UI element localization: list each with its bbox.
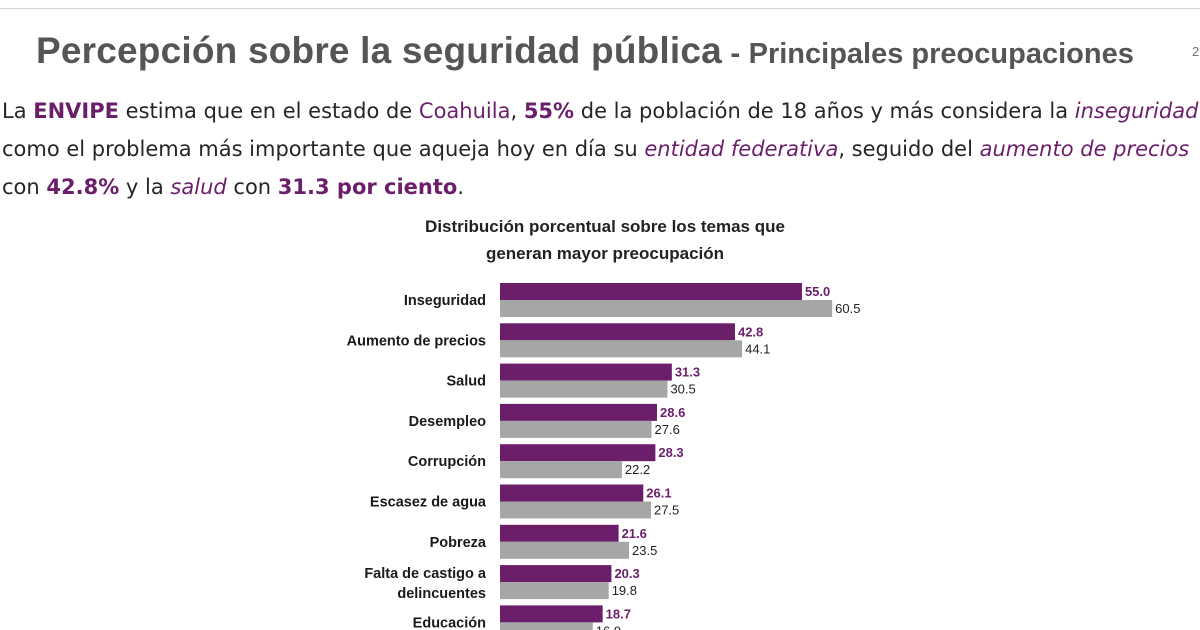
bar-current [500,524,619,542]
page-title: Percepción sobre la seguridad pública - … [36,30,1134,72]
bar-previous [500,582,609,600]
category-label-line: delincuentes [397,586,486,602]
data-label-current: 31.3 [675,365,700,380]
data-label-previous: 30.5 [670,382,695,397]
paragraph-text: como el problema más importante que aque… [2,137,645,161]
paragraph-text: estima que en el estado de [118,99,419,123]
highlight-text: 55% [523,99,575,123]
highlight-text: 31.3 por ciento [277,175,458,199]
top-divider [0,8,1200,9]
bar-current [500,403,658,421]
bar-previous [500,461,622,479]
data-label-previous: 27.6 [655,422,680,437]
data-label-previous: 19.8 [612,583,637,598]
paragraph-line-2: como el problema más importante que aque… [2,130,1200,168]
data-label-previous: 23.5 [632,543,657,558]
page-number: 2 [1192,44,1200,59]
bar-current [500,565,612,583]
bar-current [500,323,735,341]
category-label: Pobreza [430,535,487,551]
data-label-previous: 16.9 [596,623,621,630]
data-label-current: 28.6 [660,405,685,420]
category-label: Educación [413,615,486,630]
highlight-text: Coahuila [418,99,511,123]
bar-current [500,605,603,623]
highlight-text: 42.8% [46,175,120,199]
category-label: Inseguridad [404,293,486,309]
data-label-current: 18.7 [606,606,631,621]
paragraph-text: , seguido del [838,137,980,161]
paragraph-line-3: con 42.8% y la salud con 31.3 por ciento… [2,168,1200,206]
data-label-previous: 44.1 [745,341,770,356]
bar-current [500,283,802,300]
title-main: Percepción sobre la seguridad pública [36,30,722,71]
data-label-current: 55.0 [805,284,830,299]
chart-title: Distribución porcentual sobre los temas … [380,213,830,267]
bar-current [500,444,656,462]
bar-current [500,363,672,381]
data-label-previous: 27.5 [654,503,679,518]
data-label-current: 21.6 [622,526,647,541]
category-label: Aumento de precios [347,333,486,349]
data-label-current: 20.3 [614,566,639,581]
paragraph-text: con [226,175,278,199]
bar-previous [500,340,743,358]
bar-current [500,484,644,502]
paragraph-text: y la [119,175,171,199]
paragraph-text: , [510,99,524,123]
bar-previous [500,501,651,519]
category-label-line: Falta de castigo a [364,566,487,582]
highlight-text: salud [170,175,227,199]
data-label-previous: 60.5 [835,301,860,316]
bar-previous [500,622,593,630]
paragraph-line-1: La ENVIPE estima que en el estado de Coa… [2,92,1200,130]
category-label: Salud [447,374,486,390]
highlight-text: inseguridad [1074,99,1199,123]
title-separator: - [721,37,749,70]
category-label: Falta de castigo a delincuentes [364,566,487,602]
highlight-text: ENVIPE [33,99,119,123]
paragraph-text: con [2,175,47,199]
chart-title-line-1: Distribución porcentual sobre los temas … [425,217,785,236]
category-label: Corrupción [408,454,486,470]
summary-paragraph: La ENVIPE estima que en el estado de Coa… [2,92,1200,206]
bar-previous [500,380,668,398]
bar-previous [500,541,630,559]
category-label: Desempleo [409,414,487,430]
title-subtitle: Principales preocupaciones [748,38,1134,70]
bar-previous [500,300,833,317]
highlight-text: entidad federativa [644,137,839,161]
paragraph-text: de la población de 18 años y más conside… [574,99,1075,123]
category-label: Escasez de agua [370,495,487,511]
bar-previous [500,420,652,438]
data-label-previous: 22.2 [625,462,650,477]
paragraph-text: La [2,99,34,123]
highlight-text: aumento de precios [979,137,1190,161]
data-label-current: 26.1 [646,486,671,501]
chart-title-line-2: generan mayor preocupación [485,244,725,263]
data-label-current: 28.3 [658,445,683,460]
data-label-current: 42.8 [738,324,763,339]
paragraph-text: . [457,175,465,199]
